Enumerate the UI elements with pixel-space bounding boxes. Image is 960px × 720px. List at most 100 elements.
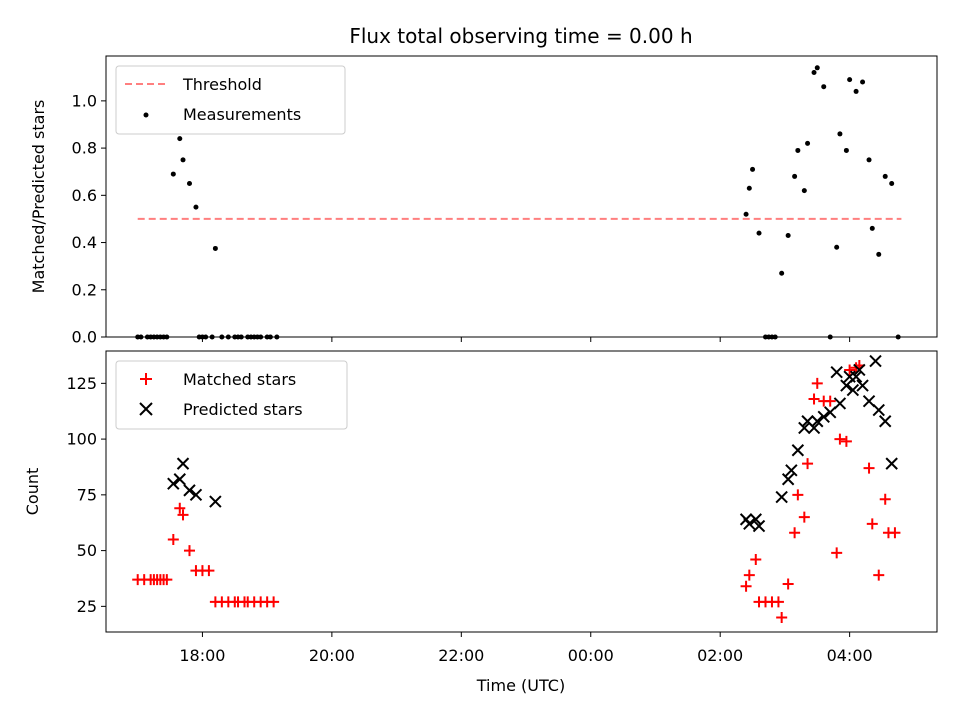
legend-threshold-label: Threshold (182, 75, 262, 94)
measurements-point (177, 136, 183, 142)
predicted-stars-point (872, 403, 885, 417)
predicted-stars-point (862, 394, 876, 408)
ratio-legend: Threshold Measurements (115, 65, 346, 135)
x-tick-label: 18:00 (179, 646, 225, 665)
predicted-stars-point (781, 473, 795, 486)
matched-stars-point (776, 612, 788, 624)
measurements-point (860, 79, 866, 85)
count-panel: 25 50 75 100 125 18:00 20:00 22:00 00:00 02:00 04… (23, 350, 938, 665)
ratio-y-tick-label: 0.0 (72, 328, 97, 347)
matched-stars-point (863, 462, 875, 474)
measurements-point (193, 204, 199, 210)
count-y-tick-label: 75 (77, 485, 97, 504)
predicted-stars-point (853, 363, 866, 377)
measurements-point (882, 173, 888, 179)
matched-stars-point (772, 596, 784, 608)
measurements-point (853, 88, 859, 94)
matched-stars-point (889, 527, 901, 539)
predicted-stars-point (743, 517, 756, 531)
matched-stars-point (740, 580, 752, 592)
predicted-stars-point (183, 484, 196, 497)
measurements-point (805, 140, 811, 146)
measurements-point (811, 70, 817, 76)
matched-stars-point (824, 395, 836, 407)
predicted-stars-point (811, 415, 824, 428)
predicted-stars-point (176, 457, 190, 470)
legend-predicted-swatch (139, 402, 153, 416)
predicted-stars-point (749, 513, 762, 526)
matched-stars-point (792, 489, 804, 501)
predicted-stars-point (879, 415, 892, 428)
predicted-stars-point (189, 488, 203, 502)
x-tick-label: 20:00 (309, 646, 355, 665)
predicted-stars-point (785, 464, 798, 477)
matched-stars-point (268, 596, 280, 608)
legend-matched-swatch (140, 373, 152, 385)
measurements-point (746, 185, 752, 191)
predicted-stars-point (798, 421, 811, 435)
x-tick-label: 04:00 (827, 646, 873, 665)
count-y-tick-label: 125 (66, 374, 97, 393)
measurements-point (785, 232, 791, 238)
measurements-point (792, 173, 798, 179)
ratio-y-tick-label: 0.4 (72, 233, 97, 252)
predicted-stars-point (833, 397, 847, 410)
ratio-panel: 0.0 0.2 0.4 0.6 0.8 1.0 Matched/Predicted sta… (29, 55, 938, 347)
measurements-point (801, 188, 807, 194)
predicted-stars-point (173, 473, 186, 486)
matched-stars-point (879, 493, 891, 505)
measurements-point (866, 157, 872, 163)
predicted-stars-point (807, 421, 821, 435)
predicted-stars-point (791, 444, 805, 457)
measurements-point (847, 77, 853, 83)
predicted-stars-point (824, 406, 837, 419)
matched-stars-point (808, 393, 820, 405)
chart-title: Flux total observing time = 0.00 h (349, 24, 692, 48)
measurements-point (750, 166, 756, 172)
matched-stars-point (834, 433, 846, 445)
matched-stars-point (167, 533, 179, 545)
predicted-stars-point (869, 354, 882, 368)
measurements-point (186, 181, 192, 187)
predicted-stars-point (846, 383, 860, 397)
matched-stars-point (866, 518, 878, 530)
matched-stars-point (811, 377, 823, 389)
measurements-point (834, 244, 840, 250)
x-tick-label: 22:00 (438, 646, 484, 665)
legend-predicted-label: Predicted stars (183, 400, 303, 419)
predicted-stars-point (817, 410, 830, 423)
measurements-point (795, 147, 801, 153)
legend-matched-label: Matched stars (183, 370, 296, 389)
matched-stars-point (840, 435, 852, 447)
matched-stars-point (873, 569, 885, 581)
legend-measurements-swatch (143, 112, 149, 118)
predicted-stars-point (885, 457, 898, 470)
matched-stars-point (203, 565, 215, 577)
predicted-stars-point (775, 490, 788, 504)
count-legend: Matched stars Predicted stars (115, 360, 348, 430)
ratio-y-axis-label: Matched/Predicted stars (29, 100, 48, 294)
measurements-point (889, 181, 895, 187)
predicted-stars-point (830, 365, 843, 379)
predicted-stars-point (849, 370, 863, 383)
predicted-stars-point (752, 519, 766, 533)
matched-stars-point (798, 511, 810, 523)
measurements-point (821, 84, 827, 90)
measurements-point (876, 251, 882, 257)
ratio-y-tick-label: 1.0 (72, 91, 97, 110)
matched-stars-point (161, 574, 173, 586)
matched-stars-point (177, 509, 189, 521)
predicted-stars-point (840, 379, 853, 392)
matched-stars-point (789, 527, 801, 539)
matched-stars-point (750, 554, 762, 566)
measurements-point (756, 230, 762, 236)
measurements-point (180, 157, 186, 163)
count-axes-frame (105, 350, 938, 633)
matched-stars-point (802, 458, 814, 470)
predicted-stars-point (167, 477, 180, 490)
measurements-point (837, 131, 843, 137)
count-y-tick-label: 25 (77, 597, 97, 616)
predicted-stars-point (209, 495, 222, 508)
x-axis-label: Time (UTC) (476, 676, 565, 695)
measurements-point (170, 171, 176, 177)
